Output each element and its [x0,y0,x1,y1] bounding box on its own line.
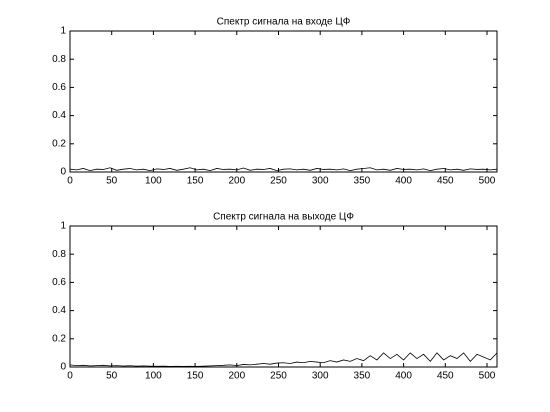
y-tick-label: 0.6 [52,277,66,288]
x-tick-label: 400 [395,371,412,382]
x-tick-label: 250 [270,176,287,187]
x-tick-label: 350 [354,176,371,187]
y-tick-label: 0.6 [52,82,66,93]
x-tick-label: 250 [270,371,287,382]
x-tick-label: 300 [312,176,329,187]
x-tick-label: 500 [479,176,496,187]
y-tick-label: 0.8 [52,54,66,65]
x-tick-label: 300 [312,371,329,382]
x-tick-label: 50 [106,371,118,382]
x-tick-label: 350 [354,371,371,382]
data-line [69,352,498,367]
y-tick-label: 0.4 [52,305,66,316]
x-tick-label: 100 [145,176,162,187]
x-tick-label: 50 [106,176,118,187]
x-tick-label: 450 [437,371,454,382]
y-tick-label: 0.4 [52,110,66,121]
x-tick-label: 100 [145,371,162,382]
y-tick-label: 1 [60,221,66,232]
x-tick-label: 500 [479,371,496,382]
y-tick-label: 1 [60,26,66,37]
data-line [69,167,498,172]
plot-area [69,30,498,173]
chart-title: Спектр сигнала на входе ЦФ [217,17,351,28]
x-tick-label: 0 [67,176,73,187]
plot-area [69,225,498,368]
y-tick-label: 0.2 [52,138,66,149]
y-tick-label: 0.2 [52,333,66,344]
x-tick-label: 0 [67,371,73,382]
chart-title: Спектр сигнала на выходе ЦФ [213,212,354,223]
x-tick-label: 150 [187,176,204,187]
x-tick-label: 150 [187,371,204,382]
x-tick-label: 200 [228,371,245,382]
y-tick-label: 0 [60,362,66,373]
x-tick-label: 200 [228,176,245,187]
x-tick-label: 400 [395,176,412,187]
x-tick-label: 450 [437,176,454,187]
y-tick-label: 0 [60,167,66,178]
y-tick-label: 0.8 [52,249,66,260]
